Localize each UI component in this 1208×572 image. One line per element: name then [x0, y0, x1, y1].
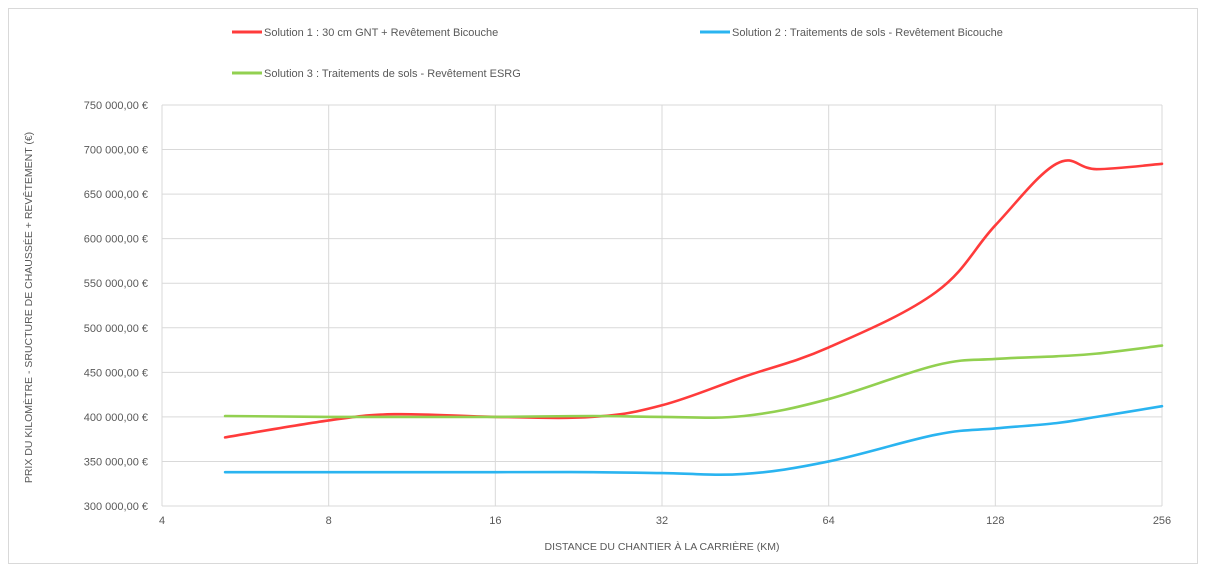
- x-tick-label: 128: [986, 515, 1004, 527]
- series-line-1: [223, 159, 1164, 439]
- series-line-2: [223, 404, 1164, 477]
- y-tick-label: 550 000,00 €: [84, 278, 148, 290]
- legend-label-1: Solution 1 : 30 cm GNT + Revêtement Bico…: [264, 27, 498, 39]
- y-tick-label: 600 000,00 €: [84, 234, 148, 246]
- x-tick-label: 8: [326, 515, 332, 527]
- legend-label-3: Solution 3 : Traitements de sols - Revêt…: [264, 68, 521, 80]
- series-layer: [223, 159, 1164, 477]
- x-tick-label: 16: [489, 515, 501, 527]
- y-tick-label: 500 000,00 €: [84, 323, 148, 335]
- y-axis-title: PRIX DU KILOMÈTRE - SRUCTURE DE CHAUSSÉE…: [22, 132, 35, 483]
- y-tick-label: 400 000,00 €: [84, 412, 148, 424]
- y-tick-label: 700 000,00 €: [84, 145, 148, 157]
- x-tick-labels: 4 8 16 32 64 128 256: [159, 515, 1171, 527]
- series-line-3: [223, 344, 1164, 419]
- x-tick-label: 4: [159, 515, 165, 527]
- y-tick-labels: 300 000,00 € 350 000,00 € 400 000,00 € 450 …: [84, 100, 148, 513]
- y-tick-label: 750 000,00 €: [84, 100, 148, 112]
- legend: Solution 1 : 30 cm GNT + Revêtement Bico…: [232, 27, 1003, 80]
- x-tick-label: 64: [823, 515, 835, 527]
- y-tick-label: 450 000,00 €: [84, 367, 148, 379]
- x-tick-label: 256: [1153, 515, 1171, 527]
- y-tick-label: 350 000,00 €: [84, 456, 148, 468]
- y-tick-label: 650 000,00 €: [84, 189, 148, 201]
- legend-label-2: Solution 2 : Traitements de sols - Revêt…: [732, 27, 1003, 39]
- y-tick-label: 300 000,00 €: [84, 501, 148, 513]
- gridlines: [161, 104, 1163, 507]
- x-tick-label: 32: [656, 515, 668, 527]
- x-axis-title: DISTANCE DU CHANTIER À LA CARRIÈRE (KM): [545, 540, 780, 553]
